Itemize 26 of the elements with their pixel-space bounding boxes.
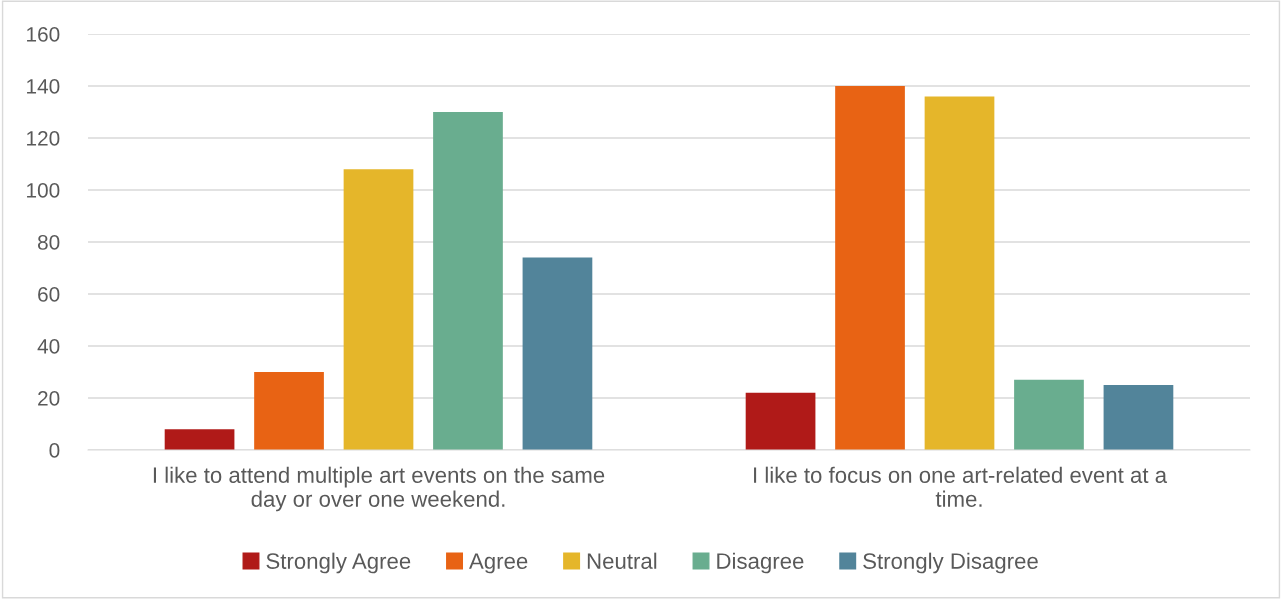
bar bbox=[254, 372, 324, 450]
x-tick-label: I like to focus on one art-related event at a time. bbox=[754, 466, 1168, 507]
bar bbox=[343, 169, 414, 450]
bar bbox=[522, 257, 593, 450]
bar bbox=[164, 429, 235, 450]
bar bbox=[433, 112, 503, 450]
bar bbox=[745, 392, 816, 450]
bar bbox=[835, 86, 905, 450]
y-tick-label: 60 bbox=[38, 287, 60, 302]
y-tick-label: 160 bbox=[27, 27, 60, 42]
y-tick-label: 140 bbox=[27, 79, 60, 94]
bar bbox=[1103, 385, 1174, 450]
bar bbox=[924, 96, 995, 450]
legend-label: Strongly Disagree bbox=[863, 552, 1038, 574]
y-tick-label: 0 bbox=[49, 443, 60, 458]
x-tick-label: I like to attend multiple art events on the same day or over one weekend. bbox=[153, 466, 605, 512]
y-tick-label: 40 bbox=[37, 339, 60, 354]
legend-label: Strongly Agree bbox=[266, 552, 411, 574]
y-tick-label: 120 bbox=[27, 131, 60, 146]
legend-label: Agree bbox=[469, 553, 528, 574]
bar bbox=[1014, 379, 1084, 450]
y-tick-label: 100 bbox=[27, 183, 60, 198]
legend-label: Neutral bbox=[587, 552, 657, 569]
y-tick-label: 20 bbox=[38, 391, 60, 406]
legend-label: Disagree bbox=[717, 552, 804, 574]
y-tick-label: 80 bbox=[37, 235, 60, 250]
